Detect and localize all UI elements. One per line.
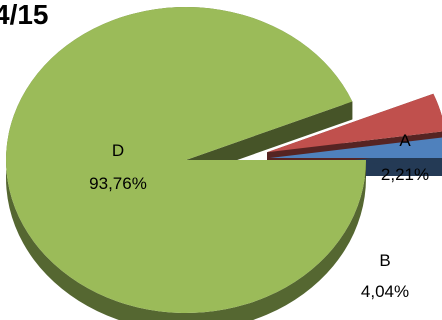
pie-slice-wall-d xyxy=(186,101,353,178)
pie-labels: A 2,21% B 4,04% D 93,76% xyxy=(89,131,429,301)
slice-value-label-a: 2,21% xyxy=(381,165,429,184)
slice-label-b: B xyxy=(379,251,390,270)
pie-slice-b xyxy=(267,93,442,153)
slice-label-d: D xyxy=(112,141,124,160)
slice-label-a: A xyxy=(399,131,411,150)
chart-title: 4/15 xyxy=(0,0,49,30)
pie-top-layer xyxy=(5,6,442,313)
slice-value-label-d: 93,76% xyxy=(89,174,147,193)
pie-slice-d xyxy=(5,6,366,313)
pie-slice-a xyxy=(269,137,442,158)
slice-value-label-b: 4,04% xyxy=(361,282,409,301)
